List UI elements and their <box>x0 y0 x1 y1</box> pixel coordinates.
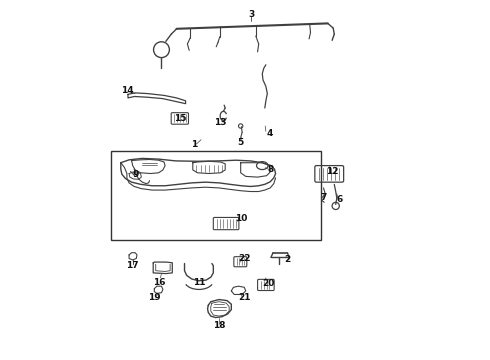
Text: 4: 4 <box>267 130 273 139</box>
Text: 8: 8 <box>268 166 274 175</box>
Text: 10: 10 <box>235 214 247 223</box>
Text: 17: 17 <box>126 261 139 270</box>
Text: 3: 3 <box>248 10 255 19</box>
Text: 13: 13 <box>214 118 227 127</box>
Text: 12: 12 <box>326 166 339 176</box>
Text: 18: 18 <box>213 321 225 330</box>
Text: 22: 22 <box>238 254 250 263</box>
Text: 6: 6 <box>336 194 343 204</box>
Text: 14: 14 <box>121 86 133 95</box>
Text: 1: 1 <box>191 140 197 149</box>
Text: 5: 5 <box>238 138 244 147</box>
Text: 16: 16 <box>153 278 166 287</box>
Text: 9: 9 <box>132 170 138 179</box>
Text: 19: 19 <box>148 292 161 302</box>
Bar <box>111 151 320 240</box>
Text: 21: 21 <box>238 292 250 302</box>
Text: 11: 11 <box>193 278 205 287</box>
Text: 7: 7 <box>320 193 327 202</box>
Text: 2: 2 <box>284 256 291 264</box>
Text: 15: 15 <box>174 114 187 122</box>
Text: 20: 20 <box>262 279 274 288</box>
